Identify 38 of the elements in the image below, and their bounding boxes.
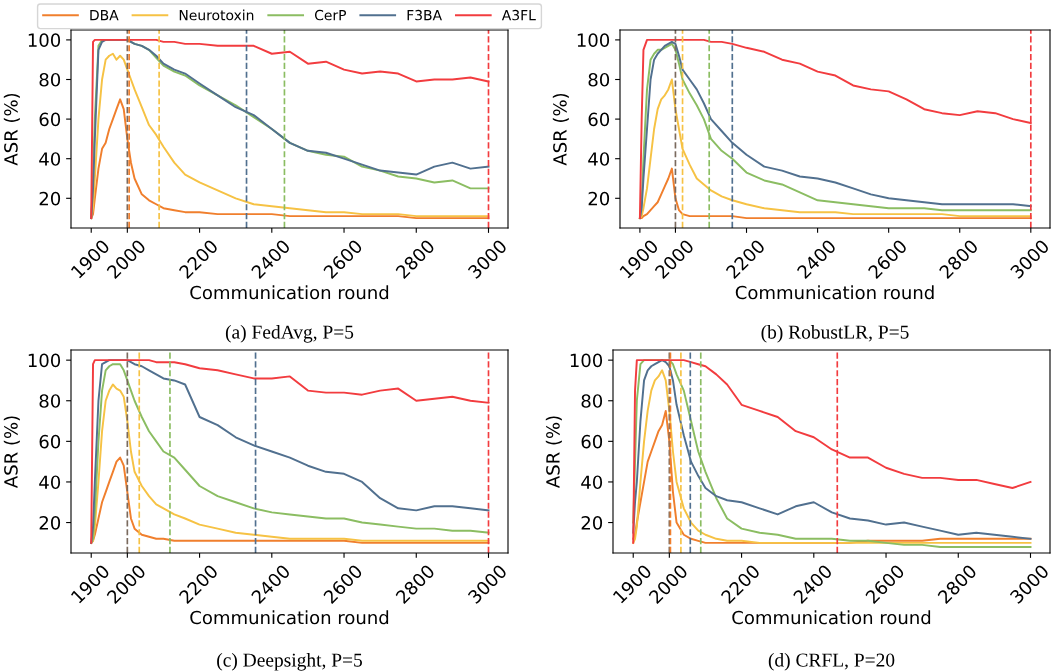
y-tick-label: 20 (39, 191, 61, 206)
y-tick-label: 40 (39, 152, 61, 166)
y-tick-label: 40 (588, 152, 610, 166)
y-axis-title: ASR (%) (3, 93, 20, 166)
legend-label: A3FL (501, 9, 536, 21)
x-axis-title: Communication round (190, 285, 389, 300)
x-axis-title: Communication round (732, 610, 931, 625)
y-tick-label: 60 (39, 434, 61, 449)
y-tick-label: 20 (39, 516, 61, 530)
y-tick-label: 60 (39, 112, 61, 127)
text: (a) FedAvg, P=5 (225, 324, 354, 343)
text: (c) Deepsight, P=5 (217, 652, 362, 671)
y-tick-label: 60 (581, 434, 603, 449)
y-tick-label: 40 (581, 475, 603, 490)
y-tick-label: 100 (28, 33, 61, 48)
y-axis-title: ASR (%) (552, 93, 569, 166)
y-tick-label: 100 (570, 353, 603, 368)
y-tick-label: 100 (577, 33, 610, 48)
y-tick-label: 80 (39, 72, 61, 87)
y-tick-label: 60 (588, 112, 610, 127)
y-tick-label: 100 (28, 353, 61, 368)
y-tick-label: 80 (581, 394, 603, 408)
y-axis-title: ASR (%) (3, 416, 20, 489)
legend-label: DBA (90, 10, 119, 21)
line-series (638, 167, 1032, 220)
y-tick-label: 80 (39, 394, 61, 408)
y-tick-label: 80 (588, 72, 610, 87)
y-axis-title: ASR (%) (545, 416, 562, 489)
x-axis-title: Communication round (735, 285, 934, 300)
text: (b) RobustLR, P=5 (761, 324, 909, 343)
y-tick-label: 40 (39, 475, 61, 490)
legend-label: Neurotoxin (179, 9, 254, 21)
y-tick-label: 20 (581, 516, 603, 530)
legend-label: CerP (314, 9, 347, 21)
x-axis-title: Communication round (190, 610, 389, 625)
legend-label: F3BA (407, 9, 442, 21)
y-tick-label: 20 (588, 191, 610, 206)
text: (d) CRFL, P=20 (768, 652, 895, 671)
